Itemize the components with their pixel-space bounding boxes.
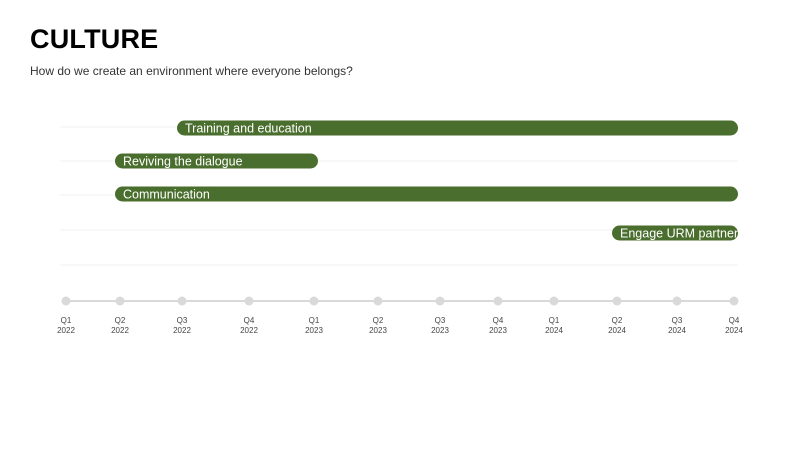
tick-dot: [244, 296, 254, 306]
tick-dot: [672, 296, 682, 306]
tick-label-year: 2023: [431, 326, 449, 335]
tick-label-quarter: Q1: [309, 316, 320, 325]
tick-label-year: 2023: [489, 326, 507, 335]
tick-label-year: 2023: [305, 326, 323, 335]
tick-label-quarter: Q2: [612, 316, 623, 325]
tick-dot: [309, 296, 319, 306]
tick-dot: [493, 296, 503, 306]
tick-label-quarter: Q4: [493, 316, 504, 325]
tick-label-quarter: Q2: [373, 316, 384, 325]
bar-label: Engage URM partners: [620, 227, 744, 241]
tick-label-quarter: Q4: [244, 316, 255, 325]
timeline-bar: [177, 120, 738, 136]
tick-label-quarter: Q3: [177, 316, 188, 325]
tick-dot: [373, 296, 383, 306]
tick-label-quarter: Q1: [549, 316, 560, 325]
tick-label-quarter: Q3: [435, 316, 446, 325]
timeline-bar: [612, 225, 738, 241]
tick-label-year: 2022: [173, 326, 191, 335]
tick-label-quarter: Q2: [115, 316, 126, 325]
tick-label-year: 2024: [668, 326, 686, 335]
bar-label: Reviving the dialogue: [123, 155, 243, 169]
tick-label-quarter: Q3: [672, 316, 683, 325]
tick-dot: [177, 296, 187, 306]
tick-label-year: 2022: [111, 326, 129, 335]
tick-label-quarter: Q4: [729, 316, 740, 325]
tick-dot: [549, 296, 559, 306]
tick-dot: [435, 296, 445, 306]
tick-label-year: 2024: [725, 326, 743, 335]
tick-dot: [612, 296, 622, 306]
tick-dot: [115, 296, 125, 306]
tick-label-year: 2024: [545, 326, 563, 335]
tick-dot: [61, 296, 71, 306]
tick-label-year: 2022: [240, 326, 258, 335]
timeline-bar: [115, 186, 738, 202]
page-title: CULTURE: [30, 24, 159, 54]
page-subtitle: How do we create an environment where ev…: [30, 64, 353, 78]
timeline-bar: [115, 153, 318, 169]
tick-label-year: 2024: [608, 326, 626, 335]
tick-dot: [729, 296, 739, 306]
bar-label: Training and education: [185, 122, 312, 136]
tick-label-year: 2022: [57, 326, 75, 335]
tick-label-year: 2023: [369, 326, 387, 335]
bar-label: Communication: [123, 188, 210, 202]
tick-label-quarter: Q1: [61, 316, 72, 325]
